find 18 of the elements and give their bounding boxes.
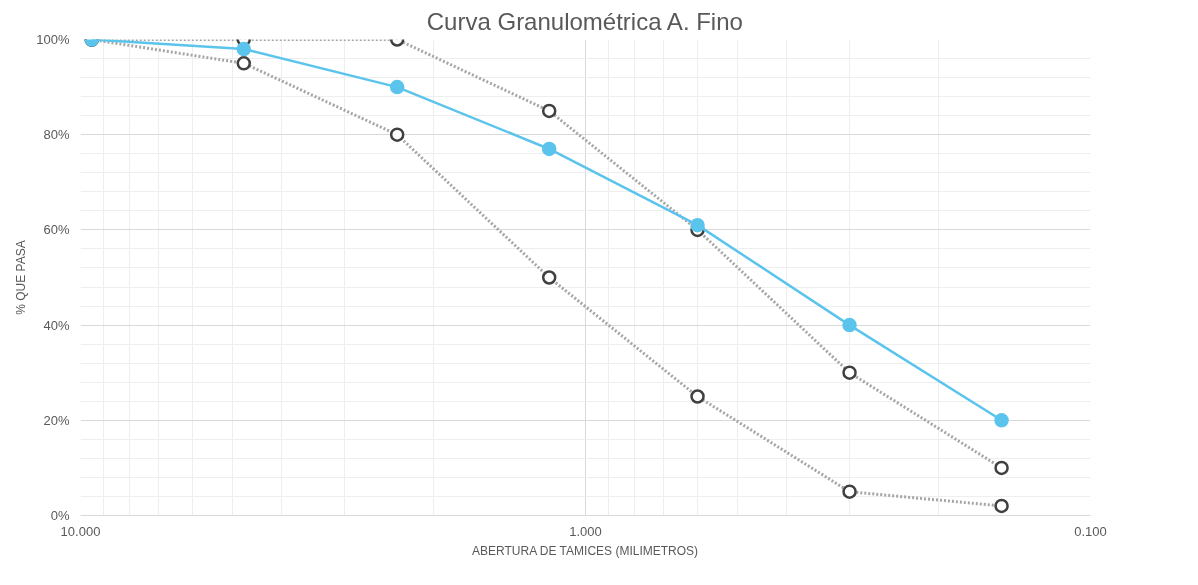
y-tick-label: 100% [36, 32, 70, 47]
chart-title: Curva Granulométrica A. Fino [426, 7, 743, 35]
x-tick-label: 10.000 [60, 523, 101, 539]
x-axis-title: ABERTURA DE TAMICES (MILIMETROS) [472, 543, 699, 558]
point [236, 41, 252, 57]
point [541, 141, 557, 157]
x-tick-label: 0.100 [1074, 523, 1107, 539]
y-axis-title: % QUE PASA [14, 240, 29, 315]
y-tick-label: 80% [43, 127, 70, 143]
point [994, 413, 1009, 428]
x-tick-label: 1.000 [569, 523, 602, 539]
point [389, 79, 405, 95]
y-tick-label: 0% [50, 508, 70, 523]
point [842, 317, 857, 333]
point [690, 217, 705, 233]
y-tick-label: 20% [43, 412, 70, 428]
y-tick-label: 60% [43, 222, 70, 238]
y-tick-label: 40% [43, 317, 70, 333]
